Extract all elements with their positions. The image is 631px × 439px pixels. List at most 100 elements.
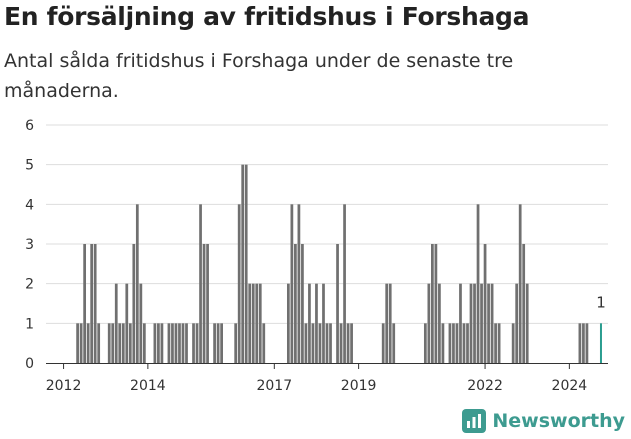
bar [431, 244, 434, 363]
bar [181, 323, 185, 363]
bar [476, 204, 480, 363]
bar [480, 283, 483, 363]
bar [192, 323, 195, 363]
bar [578, 323, 582, 363]
bar [392, 323, 396, 363]
bar [244, 164, 248, 363]
bar [185, 323, 188, 363]
bar [167, 323, 171, 363]
bar [262, 323, 266, 363]
bar [121, 323, 125, 363]
bar [135, 204, 139, 363]
bar [490, 283, 494, 363]
bar [128, 323, 132, 363]
bar [448, 323, 452, 363]
bar [343, 204, 346, 363]
bar [174, 323, 178, 363]
bar [114, 283, 118, 363]
x-tick-label: 2022 [467, 378, 503, 394]
bar [286, 283, 290, 363]
chart-subtitle: Antal sålda fritidshus i Forshaga under … [4, 50, 514, 102]
bar [195, 323, 199, 363]
bar [311, 323, 315, 363]
bar [237, 204, 241, 363]
bar [76, 323, 79, 363]
x-tick-label: 2014 [130, 378, 166, 394]
bar [90, 244, 94, 363]
bar [241, 164, 245, 363]
bar [125, 283, 129, 363]
bar [171, 323, 174, 363]
y-tick-label: 0 [25, 356, 34, 372]
bar [248, 283, 252, 363]
bar [518, 204, 522, 363]
brand-name: Newsworthy [492, 410, 625, 432]
y-tick-label: 2 [25, 277, 34, 293]
annotations: 1 [596, 293, 606, 311]
x-tick-label: 2012 [46, 378, 82, 394]
y-tick-label: 1 [25, 316, 34, 332]
bar [497, 323, 501, 363]
bar [290, 204, 294, 363]
bar [157, 323, 160, 363]
bar [83, 244, 87, 363]
bar [438, 283, 441, 363]
bar [258, 283, 262, 363]
bar [511, 323, 515, 363]
bar [339, 323, 343, 363]
bar [301, 244, 304, 363]
bar [469, 283, 473, 363]
bar [297, 204, 301, 363]
bar [294, 244, 297, 363]
bar [441, 323, 445, 363]
chart-title: En försäljning av fritidshus i Forshaga [4, 2, 530, 31]
bar [206, 244, 209, 363]
bar [79, 323, 83, 363]
y-tick-label: 3 [25, 237, 34, 253]
x-tick-label: 2019 [341, 378, 377, 394]
bar [346, 323, 350, 363]
bar [452, 323, 455, 363]
bar [216, 323, 220, 363]
bar [160, 323, 164, 363]
bar [466, 323, 469, 363]
newsworthy-brand: Newsworthy [462, 409, 625, 433]
bar [139, 283, 143, 363]
bar [336, 244, 339, 363]
bar [251, 283, 255, 363]
bar [202, 244, 206, 363]
bar [308, 283, 311, 363]
bar [427, 283, 431, 363]
bar [525, 283, 529, 363]
bar [142, 323, 146, 363]
y-axis-labels: 0 1 2 3 4 5 6 [25, 118, 34, 372]
bar [585, 323, 589, 363]
bar [93, 244, 97, 363]
bar [118, 323, 122, 363]
bar [455, 323, 459, 363]
bar [487, 283, 490, 363]
bar [483, 244, 487, 363]
bar [434, 244, 438, 363]
bar [97, 323, 101, 363]
bar [318, 323, 322, 363]
x-axis: 2012 2014 2017 2019 2022 2024 [46, 363, 608, 394]
bar [199, 204, 202, 363]
bar [522, 244, 526, 363]
bar [582, 323, 585, 363]
bar [381, 323, 385, 363]
bar [255, 283, 259, 363]
bar [329, 323, 332, 363]
bar [423, 323, 427, 363]
highlight-label: 1 [596, 293, 606, 311]
highlight-bar [599, 323, 602, 363]
y-tick-label: 4 [25, 197, 34, 213]
bar [213, 323, 216, 363]
bar [132, 244, 136, 363]
bars [76, 164, 602, 363]
bar [107, 323, 111, 363]
bar [385, 283, 389, 363]
x-tick-label: 2017 [256, 378, 292, 394]
bar [153, 323, 157, 363]
